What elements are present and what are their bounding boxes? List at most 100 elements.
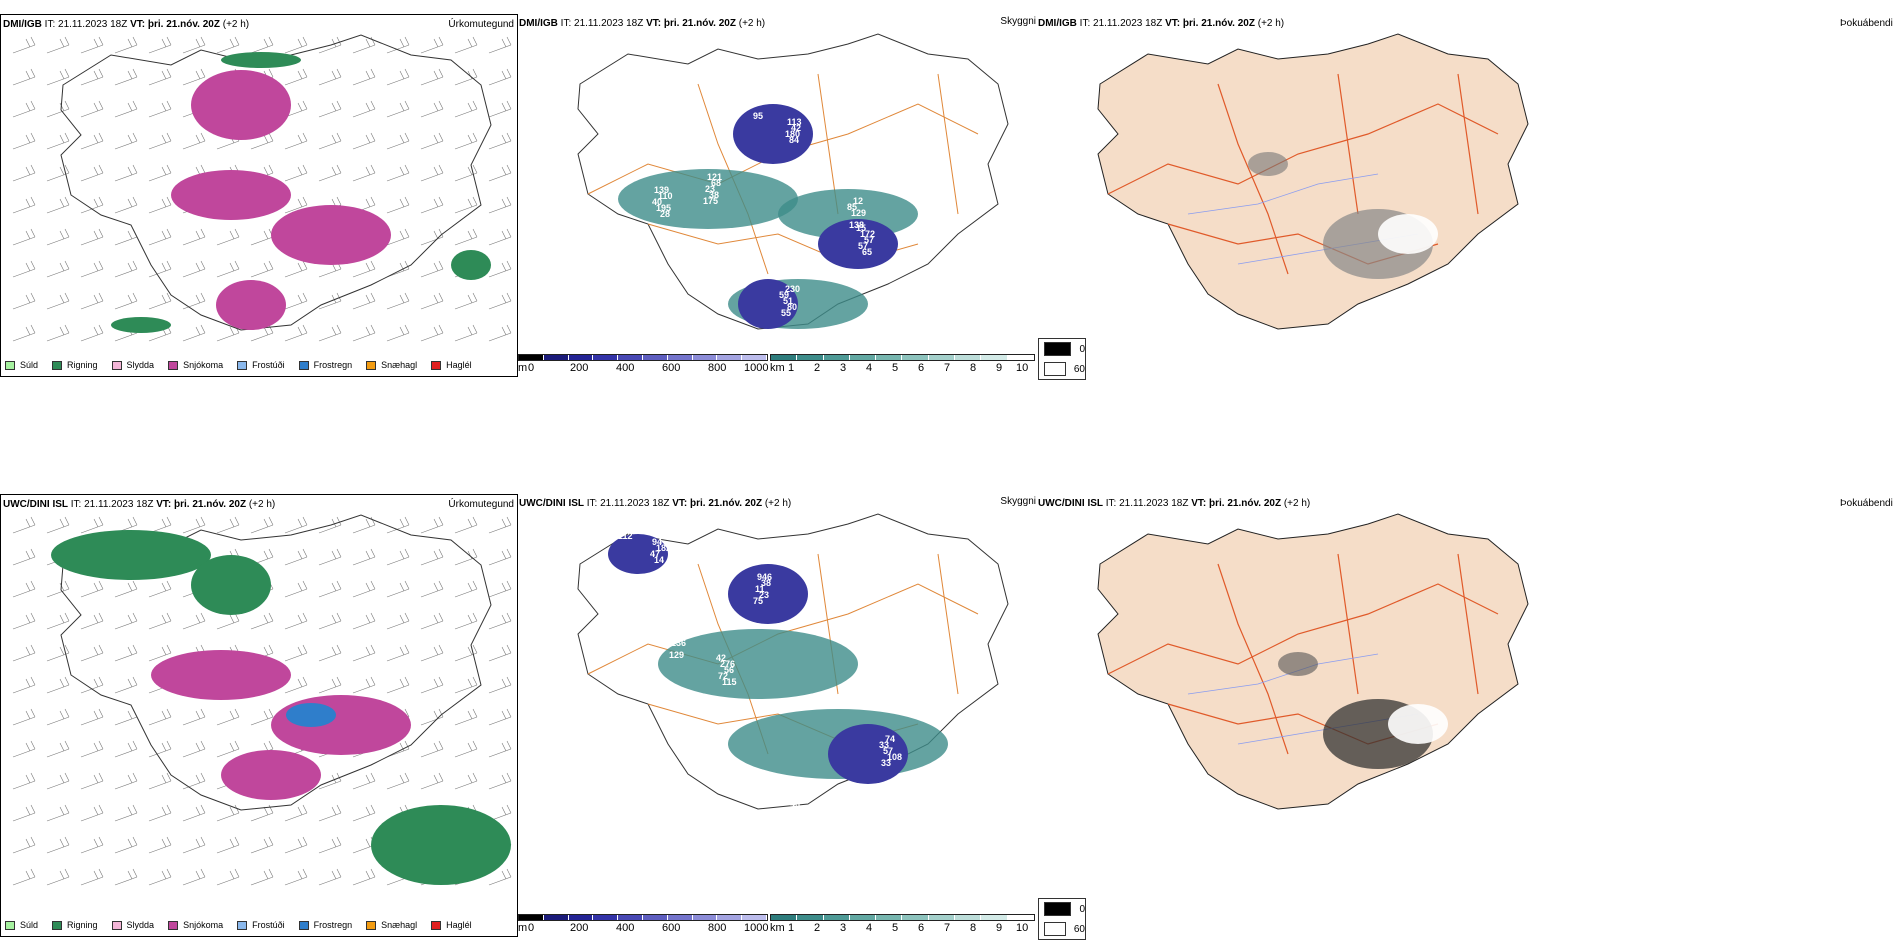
ceiling-label: 276 [720, 659, 735, 669]
colorbar-cell [568, 915, 594, 920]
wind-barb [12, 68, 36, 86]
panel-title: UWC/DINI ISL IT: 21.11.2023 18Z VT: þri.… [1038, 498, 1310, 509]
colorbar-cell [1007, 915, 1034, 920]
colorbar-cell [955, 915, 982, 920]
ceiling-label: 51 [783, 296, 793, 306]
wind-barb [80, 324, 104, 342]
wind-barb [114, 580, 138, 598]
wind-barb [80, 100, 104, 118]
wind-barb [148, 612, 172, 630]
ceiling-label: 28 [660, 209, 670, 219]
wind-barb [318, 612, 342, 630]
legend-haglel: Haglél [431, 360, 472, 370]
wind-barb [46, 132, 70, 150]
ceiling-label: 182 [656, 543, 671, 553]
fog-legend: 0 60 [1038, 898, 1086, 940]
wind-barb [148, 516, 172, 534]
wind-barb [148, 196, 172, 214]
legend-frostregn: Frostregn [298, 920, 352, 930]
rain-area [371, 805, 511, 885]
tick: 7 [944, 922, 951, 934]
wind-barb [12, 804, 36, 822]
wind-barb [454, 676, 478, 694]
colorbar-cell [981, 355, 1008, 360]
visibility-colorbar: km 1 2 3 4 5 6 7 8 9 10 [770, 354, 1035, 374]
wind-barb [182, 324, 206, 342]
ceiling-label: 129 [851, 208, 866, 218]
wind-barb [114, 836, 138, 854]
wind-barb [352, 612, 376, 630]
colorbar-cell [593, 915, 619, 920]
wind-barb [148, 772, 172, 790]
wind-barb [488, 260, 512, 278]
ceiling-colorbar-cells [518, 914, 768, 921]
ceiling-label: 74 [885, 734, 895, 744]
wind-barb [182, 292, 206, 310]
wind-barb [284, 612, 308, 630]
wind-barb [182, 228, 206, 246]
tick: 1 [788, 922, 795, 934]
lead-time: (+2 h) [738, 18, 766, 29]
low-ceiling-area [733, 104, 813, 164]
visibility-panel-2: 112 38 56 108 46 96 182 23 115 74 16 136 14 946 276 57 9… [518, 494, 1038, 937]
tick: 600 [662, 922, 681, 934]
wind-barb [488, 676, 512, 694]
colorbar-cell [618, 915, 643, 920]
wind-barb [114, 868, 138, 886]
wind-barb [352, 132, 376, 150]
ceiling-label: 46 [790, 799, 800, 809]
wind-barb [386, 772, 410, 790]
legend-frostudi: Frostúði [237, 360, 285, 370]
wind-barb [46, 36, 70, 54]
freezing-rain-area [286, 703, 336, 727]
wind-barb [12, 644, 36, 662]
colorbar-cell [593, 355, 619, 360]
colorbar-cell [742, 355, 767, 360]
tick: 5 [892, 922, 899, 934]
wind-barb [386, 292, 410, 310]
wind-barb [488, 772, 512, 790]
wind-barb [488, 324, 512, 342]
visibility-panel-1: 95 68 57 80 28 12 42 38 65 230 110 129 84 121 172 51 195… [518, 14, 1038, 377]
wind-barb [182, 516, 206, 534]
wind-barb [488, 68, 512, 86]
wind-barb [114, 100, 138, 118]
ceiling-colorbar-cells [518, 354, 768, 361]
wind-barb [488, 548, 512, 566]
ceiling-label: 180 [785, 129, 800, 139]
fog-legend-60: 60 [1073, 363, 1085, 375]
snow-area [271, 695, 411, 755]
wind-barb [284, 580, 308, 598]
wind-barb [216, 868, 240, 886]
rain-area [221, 52, 301, 68]
legend-snjokoma: Snjókoma [168, 360, 223, 370]
legend-snaehagl: Snæhagl [366, 920, 417, 930]
wind-barb [12, 36, 36, 54]
visibility-unit: km [770, 362, 785, 374]
ceiling-label: 33 [879, 740, 889, 750]
wind-barb [318, 868, 342, 886]
wind-barb [284, 836, 308, 854]
tick: 1 [788, 362, 795, 374]
fog-area [1248, 152, 1288, 176]
wind-barb [12, 132, 36, 150]
panel-title: UWC/DINI ISL IT: 21.11.2023 18Z VT: þri.… [519, 498, 791, 509]
wind-barb [80, 228, 104, 246]
wind-barb [386, 516, 410, 534]
wind-barb [454, 196, 478, 214]
wind-barb [46, 324, 70, 342]
colorbar-cell [771, 915, 798, 920]
valid-time: VT: þri. 21.nóv. 20Z [156, 499, 247, 510]
ceiling-label: 38 [761, 578, 771, 588]
low-visibility-area [618, 169, 798, 229]
wind-barb [420, 324, 444, 342]
wind-barb [488, 196, 512, 214]
wind-barb [148, 644, 172, 662]
ceiling-label: 95 [753, 111, 763, 121]
ceiling-label: 15 [856, 223, 866, 233]
wind-barb [12, 548, 36, 566]
tick: 10 [1016, 922, 1029, 934]
wind-barb [352, 324, 376, 342]
wind-barb [80, 260, 104, 278]
init-time: IT: 21.11.2023 18Z [586, 498, 670, 509]
